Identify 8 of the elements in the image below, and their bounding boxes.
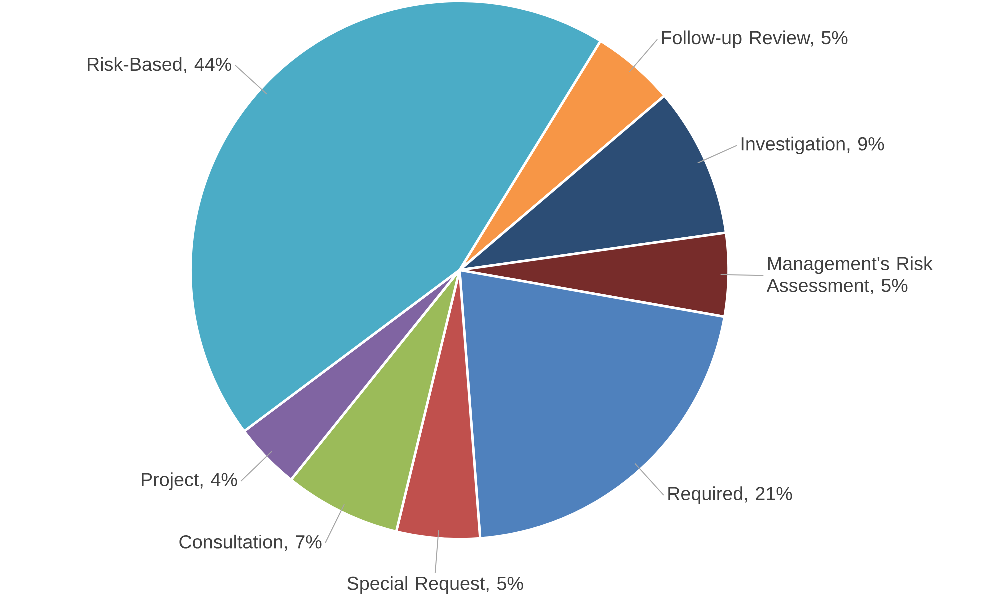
slice-label: Special Request, 5% xyxy=(348,576,524,594)
slice-label: Follow-up Review, 5% xyxy=(662,30,848,48)
slice-label: Risk-Based, 44% xyxy=(88,57,232,74)
slice-label: Management's Risk Assessment, 5% xyxy=(766,256,933,295)
slice-label: Consultation, 7% xyxy=(180,534,322,552)
slice-label: Required, 21% xyxy=(668,486,792,504)
slice-label: Project, 4% xyxy=(142,472,238,490)
slice-label: Investigation, 9% xyxy=(742,136,884,154)
